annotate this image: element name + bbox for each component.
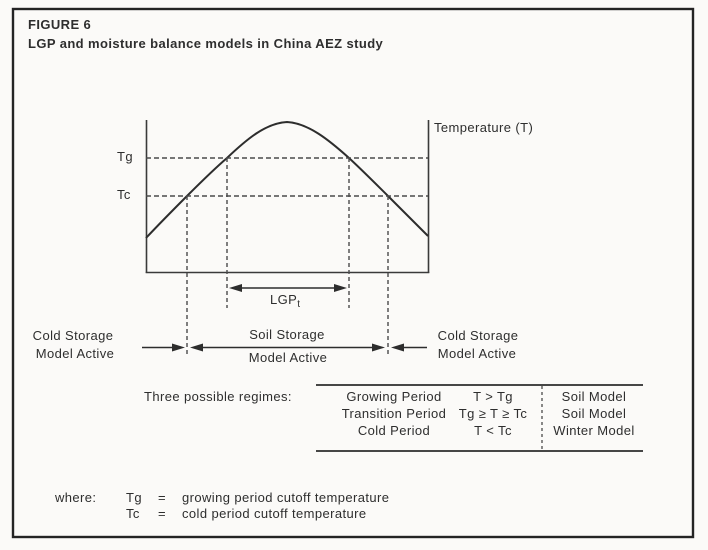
where-description: growing period cutoff temperature	[182, 490, 390, 505]
region-arrows	[142, 343, 427, 352]
middle-region-label-line1: Soil Storage	[249, 327, 325, 342]
regime-model: Soil Model	[561, 389, 627, 404]
figure-border	[11, 7, 695, 539]
temperature-curve	[145, 120, 429, 239]
lgp-arrowhead-left-icon	[229, 284, 242, 292]
left-region-arrowhead-icon	[172, 343, 185, 352]
threshold-lines	[146, 157, 428, 197]
where-symbol: Tg	[126, 490, 142, 505]
left-region-label-line2: Model Active	[35, 346, 115, 361]
crossing-lines	[186, 158, 389, 356]
lgp-arrow	[229, 284, 347, 292]
regime-condition: T > Tg	[473, 389, 513, 404]
right-region-arrowhead-icon	[391, 343, 404, 352]
where-label: where:	[55, 490, 97, 505]
tg-threshold-label: Tg	[117, 149, 133, 164]
middle-region-arrowhead-left-icon	[190, 343, 203, 352]
equals-sign: =	[158, 490, 166, 505]
figure-caption: LGP and moisture balance models in China…	[28, 36, 384, 51]
regime-period: Transition Period	[341, 406, 447, 421]
temperature-axis-label: Temperature (T)	[434, 120, 534, 135]
regime-period: Growing Period	[346, 389, 442, 404]
lgp-subscript: t	[297, 299, 300, 310]
equals-sign: =	[158, 506, 166, 521]
lgp-span-label: LGPt	[270, 292, 300, 311]
regimes-label: Three possible regimes:	[144, 389, 292, 404]
left-region-label-line1: Cold Storage	[32, 328, 114, 343]
regimes-table-rules	[316, 384, 643, 452]
lgp-arrowhead-right-icon	[334, 284, 347, 292]
tc-threshold-label: Tc	[117, 187, 131, 202]
regime-period: Cold Period	[357, 423, 431, 438]
where-symbol: Tc	[126, 506, 140, 521]
middle-region-label-line2: Model Active	[248, 350, 328, 365]
regime-model: Soil Model	[561, 406, 627, 421]
regime-condition: T < Tc	[474, 423, 512, 438]
regime-condition: Tg ≥ T ≥ Tc	[458, 406, 528, 421]
right-region-label-line1: Cold Storage	[437, 328, 519, 343]
regime-model: Winter Model	[553, 423, 635, 438]
middle-region-arrowhead-right-icon	[372, 343, 385, 352]
right-region-label-line2: Model Active	[437, 346, 517, 361]
figure-label: FIGURE 6	[28, 17, 92, 32]
where-description: cold period cutoff temperature	[182, 506, 367, 521]
